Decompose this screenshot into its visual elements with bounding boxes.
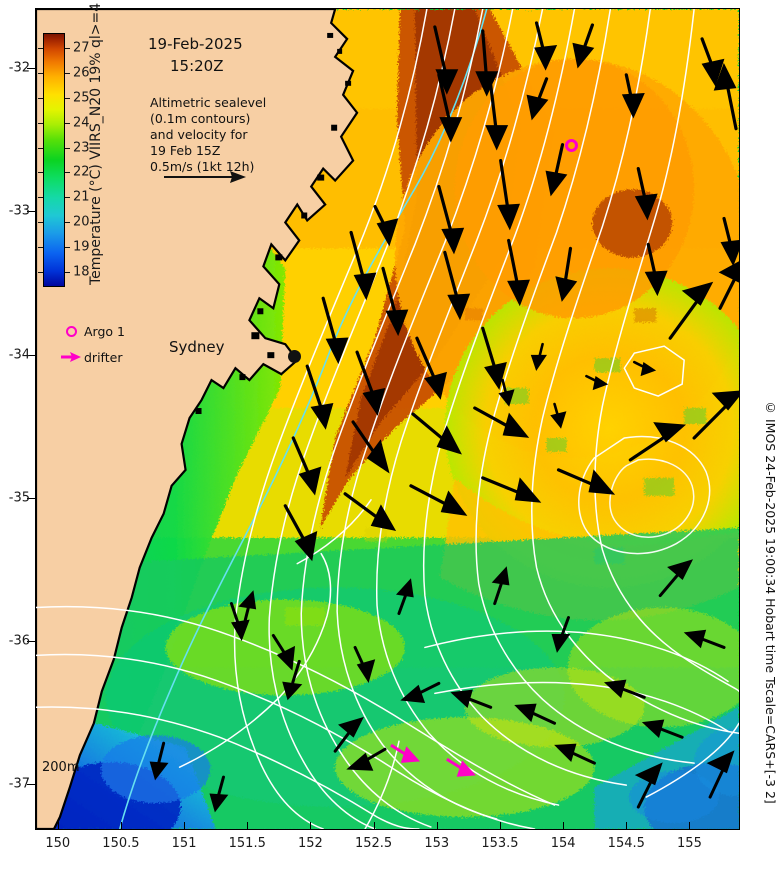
x-tick-mark [626, 822, 628, 830]
velocity-vectors [149, 21, 739, 813]
sealevel-contours [36, 9, 739, 829]
colorbar-tick [65, 197, 70, 199]
colorbar-tick-label: 23 [73, 140, 90, 156]
x-tick-mark [310, 822, 312, 830]
argo-circle-icon [58, 325, 84, 337]
x-tick-mark [563, 822, 565, 830]
y-tick-label: -35 [8, 490, 30, 506]
colorbar-tick [65, 272, 70, 274]
colorbar-tick [65, 97, 70, 99]
x-tick-mark [184, 822, 186, 830]
x-tick-label: 154 [550, 836, 576, 851]
bathymetry-200m-contour [118, 9, 488, 829]
colorbar-tick [38, 122, 43, 124]
sydney-label: Sydney [169, 338, 225, 356]
x-tick-label: 154.5 [607, 836, 645, 851]
colorbar-tick [65, 147, 70, 149]
x-tick-mark [436, 822, 438, 830]
x-tick-label: 150 [45, 836, 71, 851]
colorbar-tick [65, 222, 70, 224]
colorbar-tick-label: 19 [73, 239, 90, 255]
colorbar-tick-label: 20 [73, 214, 90, 230]
y-tick-mark [27, 211, 35, 213]
colorbar-tick [38, 247, 43, 249]
x-tick-mark [499, 822, 501, 830]
y-tick-label: -36 [8, 633, 30, 649]
colorbar-tick-label: 21 [73, 189, 90, 205]
map-legend: Argo 1 drifter [58, 318, 125, 370]
y-tick-label: -33 [8, 203, 30, 219]
colorbar-tick [38, 272, 43, 274]
y-tick-mark [27, 640, 35, 642]
y-tick-mark [27, 68, 35, 70]
map-plot-area[interactable] [35, 8, 740, 830]
colorbar-tick [38, 97, 43, 99]
x-tick-mark [120, 822, 122, 830]
x-tick-label: 151.5 [228, 836, 266, 851]
temperature-colorbar [43, 33, 65, 287]
colorbar-tick [38, 222, 43, 224]
sydney-city-marker [288, 350, 301, 363]
x-tick-label: 155 [677, 836, 702, 851]
colorbar-tick [38, 72, 43, 74]
x-tick-mark [57, 822, 59, 830]
y-tick-mark [27, 354, 35, 356]
x-tick-label: 153.5 [481, 836, 519, 851]
x-tick-label: 152 [298, 836, 323, 851]
y-tick-label: -34 [8, 347, 30, 363]
x-tick-label: 153 [424, 836, 450, 851]
colorbar-tick [38, 172, 43, 174]
drifter-arrow-icon [58, 351, 84, 363]
y-tick-label: -32 [8, 60, 30, 76]
colorbar-tick [65, 122, 70, 124]
colorbar-tick-label: 27 [73, 40, 90, 56]
x-tick-mark [373, 822, 375, 830]
colorbar-tick [38, 47, 43, 49]
y-tick-mark [27, 784, 35, 786]
colorbar-tick [65, 172, 70, 174]
x-tick-label: 150.5 [102, 836, 140, 851]
time-line: 15:20Z [170, 57, 224, 75]
colorbar-tick [65, 72, 70, 74]
credit-text: © IMOS 24-Feb-2025 19:00:34 Hobart time … [763, 400, 778, 804]
altimetry-description: Altimetric sealevel (0.1m contours) and … [150, 95, 267, 174]
colorbar-tick-label: 24 [73, 115, 90, 131]
x-tick-mark [689, 822, 691, 830]
legend-label-drifter: drifter [84, 349, 123, 365]
date-time-stamp: 19-Feb-2025 15:20Z [148, 33, 243, 77]
x-tick-label: 152.5 [354, 836, 393, 851]
legend-label-argo: Argo 1 [84, 323, 125, 339]
bathymetry-label-200m: 200m [42, 760, 80, 775]
argo-float-marker[interactable] [565, 139, 578, 152]
colorbar-tick [38, 197, 43, 199]
colorbar-tick [65, 47, 70, 49]
australia-landmass [36, 9, 359, 829]
y-tick-label: -37 [8, 776, 30, 792]
colorbar-tick-label: 26 [73, 65, 90, 81]
drifter-track [390, 743, 476, 777]
colorbar-tick-label: 25 [73, 90, 90, 106]
x-tick-mark [247, 822, 249, 830]
x-tick-label: 151 [171, 836, 197, 851]
velocity-scale-arrow [164, 171, 246, 183]
contour-and-vector-overlay [36, 9, 739, 829]
legend-item-drifter[interactable]: drifter [58, 344, 125, 370]
colorbar-tick [65, 247, 70, 249]
y-tick-mark [27, 497, 35, 499]
colorbar-tick [38, 147, 43, 149]
colorbar-tick-label: 18 [73, 264, 90, 280]
date-line: 19-Feb-2025 [148, 35, 243, 53]
colorbar-tick-label: 22 [73, 164, 90, 180]
legend-item-argo[interactable]: Argo 1 [58, 318, 125, 344]
colorbar-title: Temperature (°C) VIIRS_N20 19% ql>=4 [88, 2, 104, 285]
coastline-detail [195, 32, 352, 415]
